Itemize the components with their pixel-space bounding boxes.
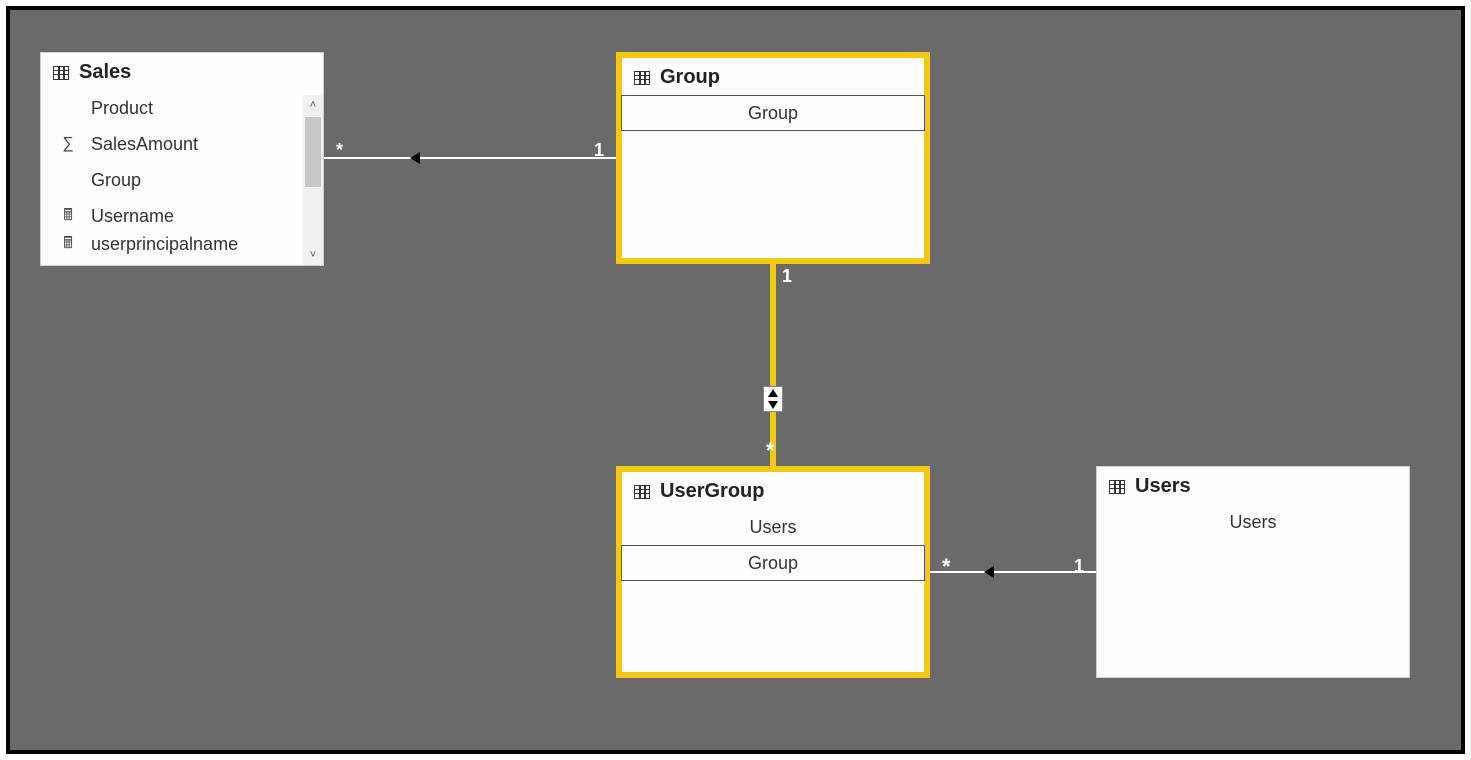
field-row-product[interactable]: ∙ Product [41,90,303,126]
table-sales-scrollbar[interactable]: ˄ ˅ [303,95,323,265]
field-row-userprincipalname[interactable]: 🖩 userprincipalname [41,234,303,254]
rel-group-usergroup-to-card: * [766,438,775,464]
field-row-username[interactable]: 🖩 Username [41,198,303,234]
field-label: Group [748,553,798,574]
table-users-fields: ∙ Users [1097,504,1409,540]
table-sales-title: Sales [79,61,131,84]
field-row-users[interactable]: ∙ Users [1097,504,1409,540]
rel-usergroup-users-arrow-icon [984,566,994,578]
field-label: Username [91,206,174,227]
scroll-up-icon[interactable]: ˄ [303,95,323,115]
scroll-thumb[interactable] [305,117,321,187]
table-usergroup[interactable]: UserGroup ∙ Users ∙ Group [616,466,930,678]
table-users-header[interactable]: Users [1097,467,1409,504]
field-label: Users [1229,512,1276,533]
table-usergroup-header[interactable]: UserGroup [622,472,924,509]
field-row-group[interactable]: ∙ Group [41,162,303,198]
field-row-users[interactable]: ∙ Users [622,509,924,545]
calculator-icon: 🖩 [59,235,77,253]
field-label: Group [91,170,141,191]
scroll-down-icon[interactable]: ˅ [303,245,323,265]
sigma-icon: ∑ [59,135,77,153]
rel-sales-group-to-card: 1 [594,140,604,161]
table-sales-fields: ∙ Product ∑ SalesAmount ∙ Group 🖩 Userna… [41,90,323,254]
field-label: Product [91,98,153,119]
field-row-group[interactable]: ∙ Group [621,95,925,131]
table-group-fields: ∙ Group [622,95,924,131]
field-row-group[interactable]: ∙ Group [621,545,925,581]
rel-group-usergroup-biarrow-icon [763,386,783,412]
rel-sales-group-arrow-icon [410,152,420,164]
rel-sales-group-from-card: * [336,140,343,161]
field-label: userprincipalname [91,234,238,254]
table-icon [634,71,650,85]
table-icon [1109,480,1125,494]
field-label: SalesAmount [91,134,198,155]
diagram-canvas[interactable]: * 1 1 * * 1 Sales ∙ Product ∑ SalesAmoun… [6,6,1465,754]
field-row-salesamount[interactable]: ∑ SalesAmount [41,126,303,162]
rel-usergroup-users-to-card: 1 [1074,556,1084,577]
table-users[interactable]: Users ∙ Users [1096,466,1410,678]
field-label: Users [749,517,796,538]
table-icon [634,485,650,499]
table-group-header[interactable]: Group [622,58,924,95]
table-sales[interactable]: Sales ∙ Product ∑ SalesAmount ∙ Group 🖩 … [40,52,324,266]
table-group[interactable]: Group ∙ Group [616,52,930,264]
rel-group-usergroup-from-card: 1 [782,266,792,287]
table-users-title: Users [1135,475,1191,498]
field-label: Group [748,103,798,124]
calculator-icon: 🖩 [59,207,77,225]
table-usergroup-title: UserGroup [660,480,764,503]
table-sales-header[interactable]: Sales [41,53,323,90]
table-icon [53,66,69,80]
table-usergroup-fields: ∙ Users ∙ Group [622,509,924,581]
rel-usergroup-users-from-card: * [942,554,951,580]
table-group-title: Group [660,66,720,89]
